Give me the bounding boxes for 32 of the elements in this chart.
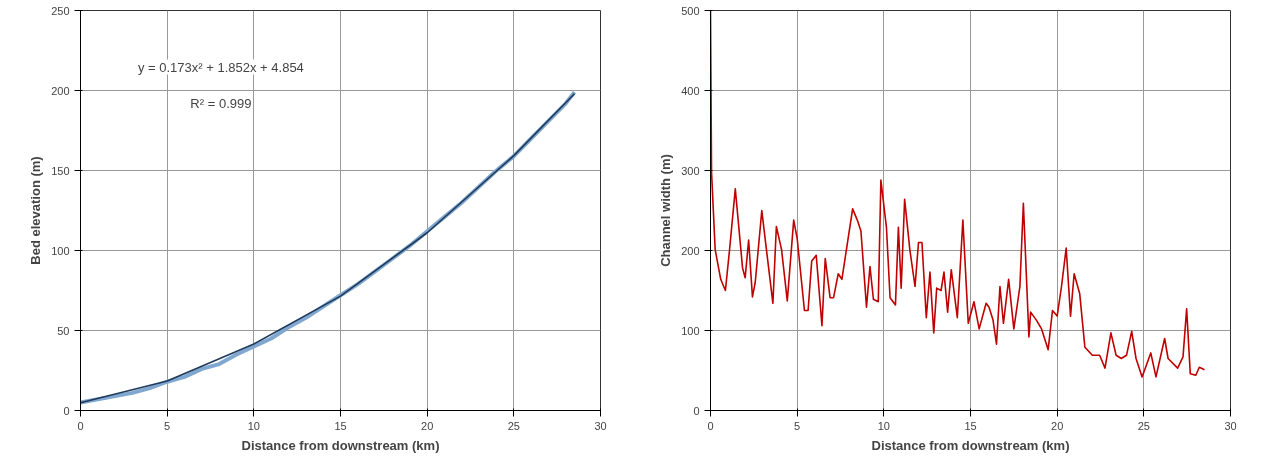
y-axis-title: Channel width (m) bbox=[658, 154, 674, 267]
x-tick-label: 5 bbox=[164, 419, 171, 432]
y-tick-label: 50 bbox=[57, 324, 70, 337]
x-tick-label: 20 bbox=[1051, 419, 1064, 432]
y-tick-label: 250 bbox=[51, 4, 70, 17]
y-tick-label: 400 bbox=[681, 84, 700, 97]
y-tick-label: 300 bbox=[681, 164, 700, 177]
x-tick-label: 10 bbox=[247, 419, 260, 432]
y-tick-label: 0 bbox=[693, 404, 700, 417]
x-tick-label: 5 bbox=[794, 419, 801, 432]
y-tick-label: 200 bbox=[51, 84, 70, 97]
x-tick-label: 15 bbox=[334, 419, 347, 432]
y-tick-label: 500 bbox=[681, 4, 700, 17]
x-tick-label: 15 bbox=[964, 419, 977, 432]
x-tick-label: 25 bbox=[1137, 419, 1150, 432]
x-tick-label: 10 bbox=[877, 419, 890, 432]
x-tick-label: 30 bbox=[594, 419, 607, 432]
annotation: R² = 0.999 bbox=[190, 95, 252, 111]
y-tick-label: 100 bbox=[51, 244, 70, 257]
x-tick-label: 0 bbox=[707, 419, 714, 432]
x-axis-title: Distance from downstream (km) bbox=[241, 437, 440, 453]
x-tick-label: 25 bbox=[507, 419, 520, 432]
x-tick-label: 0 bbox=[77, 419, 84, 432]
y-tick-label: 0 bbox=[63, 404, 70, 417]
x-tick-label: 30 bbox=[1224, 419, 1237, 432]
y-tick-label: 200 bbox=[681, 244, 700, 257]
y-tick-label: 100 bbox=[681, 324, 700, 337]
y-axis-title: Bed elevation (m) bbox=[28, 156, 44, 265]
x-axis-title: Distance from downstream (km) bbox=[871, 437, 1070, 453]
annotation: y = 0.173x² + 1.852x + 4.854 bbox=[137, 59, 304, 75]
y-tick-label: 150 bbox=[51, 164, 70, 177]
x-tick-label: 20 bbox=[421, 419, 434, 432]
